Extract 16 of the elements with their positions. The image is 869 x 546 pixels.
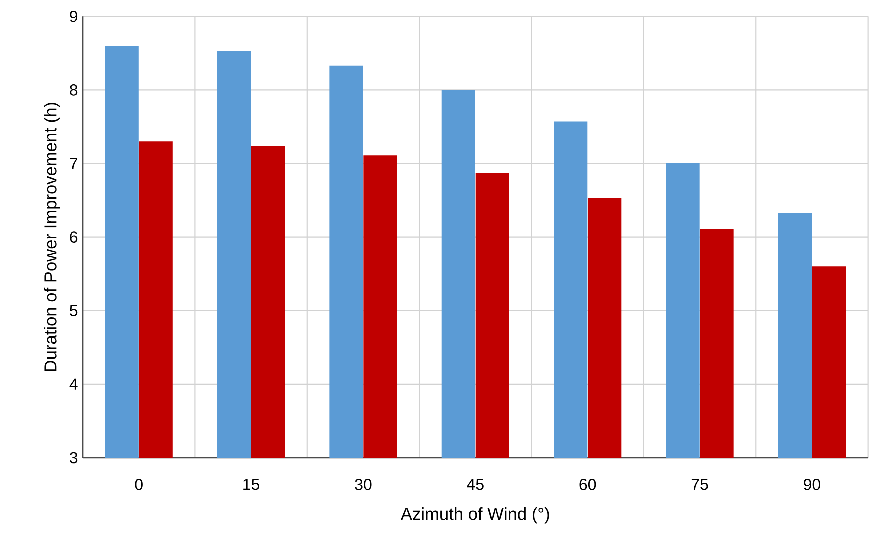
y-tick-label: 6 [70, 232, 78, 243]
y-tick-label: 8 [70, 84, 78, 96]
x-tick-label: 90 [804, 479, 820, 490]
x-tick-label: 45 [467, 479, 484, 490]
x-axis-title: Azimuth of Wind (°) [400, 508, 550, 524]
x-tick-label: 60 [580, 479, 596, 490]
x-tick-label: 75 [692, 479, 708, 490]
x-tick-label: 30 [355, 479, 372, 490]
y-axis-title: Duration of Power Improvement (h) [44, 103, 60, 372]
y-tick-label: 7 [70, 158, 78, 170]
y-tick-label: 3 [70, 452, 78, 464]
x-tick-label: 15 [244, 479, 260, 490]
y-tick-label: 4 [70, 378, 78, 390]
y-tick-label: 5 [70, 305, 78, 316]
y-tick-label: 9 [70, 11, 78, 22]
x-tick-label: 0 [135, 479, 143, 490]
